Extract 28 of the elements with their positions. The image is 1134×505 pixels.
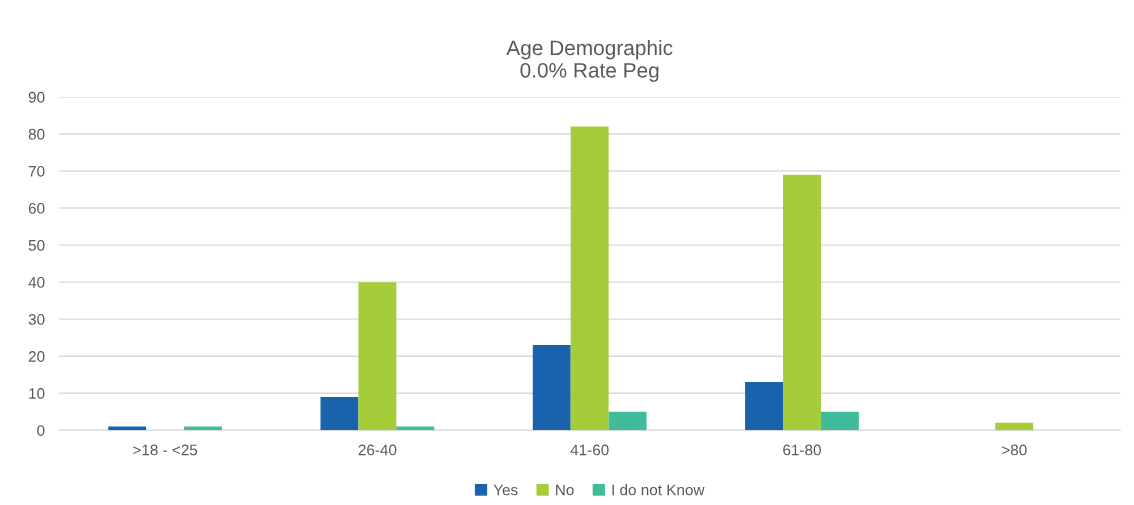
y-tick-label: 40	[28, 276, 45, 288]
y-tick-label: 50	[28, 239, 45, 251]
chart-title: Age Demographic 0.0% Rate Peg	[506, 39, 673, 82]
x-tick-label: 61-80	[783, 444, 821, 456]
bar	[358, 282, 397, 431]
legend-label: Yes	[493, 484, 518, 496]
bar	[320, 396, 359, 431]
legend-label: No	[556, 484, 574, 496]
y-tick-label: 70	[28, 165, 45, 177]
y-tick-label: 90	[28, 91, 45, 103]
legend-label: I do not Know	[612, 484, 705, 496]
bar	[570, 126, 609, 431]
bar	[820, 411, 859, 431]
x-tick-label: >80	[1002, 444, 1027, 456]
bar	[995, 422, 1034, 431]
x-tick-label: 26-40	[358, 444, 397, 456]
bar	[745, 382, 783, 431]
x-tick-label: >18 - <25	[133, 444, 198, 456]
x-tick-label: 41-60	[570, 444, 609, 456]
bar	[532, 345, 571, 431]
y-tick-label: 0	[37, 425, 45, 436]
y-tick-label: 60	[28, 202, 45, 214]
bar	[783, 174, 821, 431]
y-tick-label: 20	[28, 351, 45, 362]
y-tick-label: 10	[29, 388, 45, 399]
y-tick-label: 80	[28, 128, 45, 140]
bar	[608, 411, 647, 431]
y-tick-label: 30	[28, 314, 45, 325]
